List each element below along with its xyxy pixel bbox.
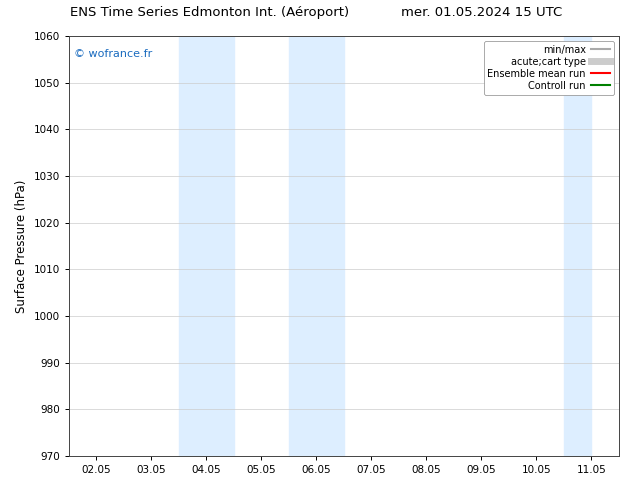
Text: ENS Time Series Edmonton Int. (Aéroport): ENS Time Series Edmonton Int. (Aéroport) bbox=[70, 6, 349, 20]
Legend: min/max, acute;cart type, Ensemble mean run, Controll run: min/max, acute;cart type, Ensemble mean … bbox=[484, 41, 614, 95]
Text: © wofrance.fr: © wofrance.fr bbox=[74, 49, 153, 59]
Text: mer. 01.05.2024 15 UTC: mer. 01.05.2024 15 UTC bbox=[401, 6, 562, 20]
Bar bbox=[289, 36, 344, 456]
Bar bbox=[179, 36, 234, 456]
Y-axis label: Surface Pressure (hPa): Surface Pressure (hPa) bbox=[15, 179, 28, 313]
Bar bbox=[564, 36, 592, 456]
